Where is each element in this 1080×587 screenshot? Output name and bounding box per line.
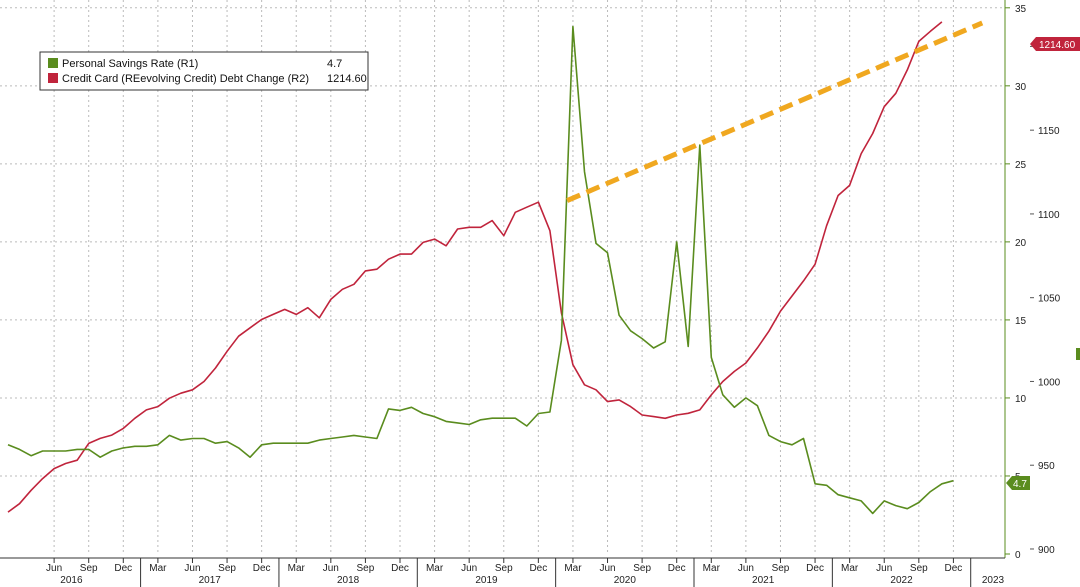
year-label: 2020 xyxy=(614,575,637,586)
legend-box xyxy=(39,51,369,91)
r1-tick-label: 20 xyxy=(1015,238,1027,249)
grid-lines xyxy=(0,0,1005,554)
year-label: 2023 xyxy=(982,575,1005,586)
legend-swatch-credit xyxy=(48,73,58,83)
r2-tick-label: 900 xyxy=(1038,545,1055,556)
credit-card-debt-line xyxy=(7,21,943,513)
x-tick-label: Dec xyxy=(391,563,409,574)
value-badges: 1214.60 4.7 xyxy=(1006,37,1080,490)
x-tick-label: Sep xyxy=(910,563,928,574)
x-tick-label: Jun xyxy=(461,563,477,574)
legend-value-credit: 1214.60 xyxy=(327,73,367,85)
x-tick-label: Sep xyxy=(357,563,375,574)
r1-tick-label: 35 xyxy=(1015,4,1027,15)
year-label: 2021 xyxy=(752,575,775,586)
trend-line xyxy=(566,20,984,203)
r2-tick-label: 1150 xyxy=(1038,126,1060,137)
year-label: 2018 xyxy=(337,575,360,586)
legend-label-savings: Personal Savings Rate (R1) xyxy=(62,58,198,70)
r1-tick-label: 0 xyxy=(1015,550,1021,561)
x-tick-label: Mar xyxy=(288,563,306,574)
legend: Personal Savings Rate (R1) 4.7 Credit Ca… xyxy=(39,51,369,91)
x-tick-label: Jun xyxy=(46,563,62,574)
x-tick-label: Sep xyxy=(218,563,236,574)
x-tick-label: Dec xyxy=(806,563,824,574)
x-tick-label: Jun xyxy=(876,563,892,574)
series-layer xyxy=(7,20,984,515)
credit-badge-shape xyxy=(1030,37,1080,51)
x-tick-label: Sep xyxy=(772,563,790,574)
year-label: 2019 xyxy=(475,575,498,586)
x-tick-label: Jun xyxy=(184,563,200,574)
x-tick-label: Mar xyxy=(149,563,167,574)
r1-tick-label: 25 xyxy=(1015,160,1027,171)
r2-tick-label: 1050 xyxy=(1038,294,1061,305)
x-tick-label: Dec xyxy=(114,563,132,574)
x-tick-label: Jun xyxy=(599,563,615,574)
x-tick-label: Jun xyxy=(738,563,754,574)
year-label: 2017 xyxy=(199,575,222,586)
x-tick-label: Sep xyxy=(80,563,98,574)
r1-tick-label: 30 xyxy=(1015,82,1027,93)
r1-tick-label: 15 xyxy=(1015,316,1027,327)
r1-tick-label: 10 xyxy=(1015,394,1027,405)
legend-value-savings: 4.7 xyxy=(327,58,342,70)
savings-rate-line xyxy=(7,25,954,515)
x-tick-label: Mar xyxy=(841,563,859,574)
right-edge-marker xyxy=(1076,348,1080,360)
legend-label-credit: Credit Card (REevolving Credit) Debt Cha… xyxy=(62,73,309,85)
savings-badge-shape xyxy=(1006,476,1030,490)
year-label: 2022 xyxy=(890,575,913,586)
r2-tick-label: 950 xyxy=(1038,461,1055,472)
x-tick-label: Mar xyxy=(703,563,721,574)
r2-tick-label: 1000 xyxy=(1038,377,1061,388)
x-tick-label: Jun xyxy=(323,563,339,574)
x-tick-label: Mar xyxy=(564,563,582,574)
year-label: 2016 xyxy=(60,575,83,586)
x-tick-label: Dec xyxy=(253,563,271,574)
x-tick-label: Dec xyxy=(945,563,963,574)
r2-tick-label: 1100 xyxy=(1038,210,1060,221)
x-tick-label: Sep xyxy=(495,563,513,574)
credit-value-badge: 1214.60 xyxy=(1039,40,1076,51)
x-tick-label: Mar xyxy=(426,563,444,574)
legend-swatch-savings xyxy=(48,58,58,68)
savings-value-badge: 4.7 xyxy=(1013,479,1027,490)
x-tick-label: Sep xyxy=(633,563,651,574)
x-tick-label: Dec xyxy=(529,563,547,574)
x-tick-label: Dec xyxy=(668,563,686,574)
